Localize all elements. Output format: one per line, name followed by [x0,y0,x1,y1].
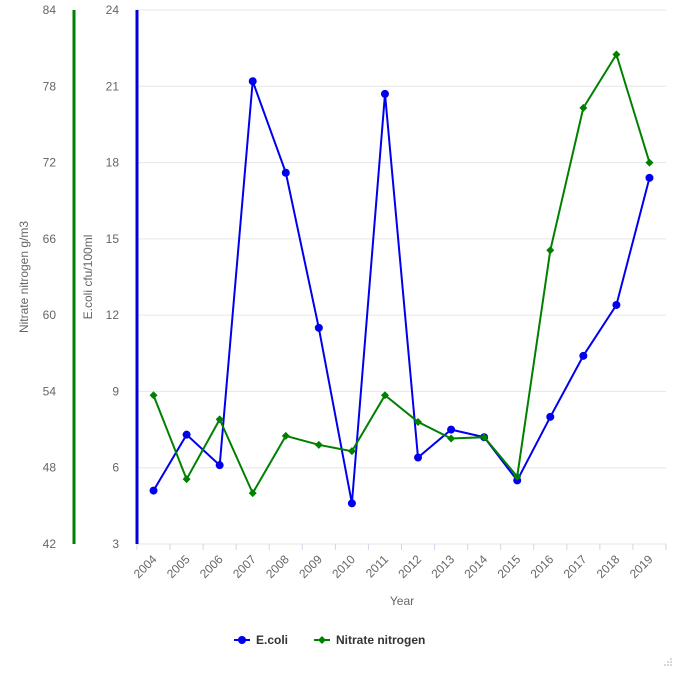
x-tick-label: 2019 [627,552,656,581]
nitrate-tick-label: 42 [43,537,57,551]
ecoli-tick-label: 9 [112,384,119,398]
legend: E.coli Nitrate nitrogen [234,633,425,647]
e-coli-point[interactable] [447,425,456,434]
nitrate-nitrogen-point[interactable] [612,50,621,59]
nitrate-nitrogen-point[interactable] [380,391,389,400]
ecoli-tick-label: 12 [106,308,120,322]
x-tick-label: 2014 [461,552,490,581]
resize-handle-icon[interactable] [664,658,672,666]
ecoli-tick-label: 3 [112,537,119,551]
nitrate-tick-label: 84 [43,3,57,17]
ecoli-tick-label: 24 [106,3,120,17]
e-coli-point[interactable] [149,486,158,495]
legend-nitrate-label: Nitrate nitrogen [336,633,425,647]
nitrate-nitrogen-point[interactable] [513,472,522,481]
legend-nitrate-marker [318,636,326,644]
nitrate-nitrogen-point[interactable] [281,431,290,440]
nitrate-tick-label: 78 [43,79,57,93]
x-tick-label: 2009 [296,552,325,581]
x-tick-label: 2017 [561,552,590,581]
x-axis-ticks: 2004 2005 2006 2007 2008 2009 2010 2011 2012 2013… [131,544,667,581]
ecoli-axis-ticks: 3 6 9 12 15 18 21 24 [106,3,120,551]
nitrate-nitrogen-point[interactable] [248,489,257,498]
nitrate-nitrogen-point[interactable] [645,158,654,167]
e-coli-point[interactable] [314,323,323,332]
x-tick-label: 2018 [594,552,623,581]
e-coli-point[interactable] [645,173,654,182]
nitrate-nitrogen-point[interactable] [579,103,588,112]
e-coli-point[interactable] [215,461,224,470]
ecoli-axis-title: E.coli cfu/100ml [81,235,95,320]
legend-ecoli-marker [238,636,246,644]
legend-item-nitrate[interactable]: Nitrate nitrogen [314,633,425,647]
nitrate-nitrogen-point[interactable] [347,447,356,456]
e-coli-point[interactable] [347,499,356,508]
ecoli-tick-label: 18 [106,156,120,170]
x-axis-title: Year [390,594,414,608]
e-coli-point[interactable] [414,453,423,462]
x-tick-label: 2004 [131,552,160,581]
x-tick-label: 2008 [263,552,292,581]
nitrate-nitrogen-series-line [152,52,651,496]
e-coli-point[interactable] [612,300,621,309]
e-coli-point[interactable] [248,77,257,86]
nitrate-tick-label: 72 [43,156,57,170]
nitrate-nitrogen-point[interactable] [182,475,191,484]
e-coli-series-line [152,80,651,504]
nitrate-tick-label: 66 [43,232,57,246]
x-tick-label: 2010 [329,552,358,581]
x-tick-label: 2012 [395,552,424,581]
nitrate-axis-title: Nitrate nitrogen g/m3 [17,221,31,333]
x-tick-label: 2011 [363,552,391,580]
nitrate-tick-label: 54 [43,384,57,398]
nitrate-tick-label: 60 [43,308,57,322]
x-tick-label: 2005 [164,552,193,581]
x-tick-label: 2006 [197,552,226,581]
nitrate-nitrogen-point[interactable] [414,417,423,426]
x-tick-label: 2007 [230,552,259,581]
nitrate-nitrogen-point[interactable] [480,433,489,442]
nitrate-nitrogen-point[interactable] [447,434,456,443]
nitrate-nitrogen-point[interactable] [546,246,555,255]
legend-item-ecoli[interactable]: E.coli [234,633,288,647]
e-coli-point[interactable] [546,412,555,421]
e-coli-point[interactable] [281,168,290,177]
nitrate-nitrogen-point[interactable] [314,440,323,449]
ecoli-tick-label: 15 [106,232,120,246]
ecoli-tick-label: 6 [112,461,119,475]
nitrate-tick-label: 48 [43,461,57,475]
x-tick-label: 2016 [528,552,557,581]
e-coli-point[interactable] [182,430,191,439]
e-coli-point[interactable] [579,351,588,360]
nitrate-nitrogen-point[interactable] [215,415,224,424]
x-tick-label: 2013 [428,552,457,581]
series-group [149,50,654,508]
e-coli-point[interactable] [380,89,389,98]
legend-ecoli-label: E.coli [256,633,288,647]
nitrate-nitrogen-point[interactable] [149,391,158,400]
ecoli-tick-label: 21 [106,79,120,93]
x-tick-label: 2015 [495,552,524,581]
nitrate-axis-ticks: 42 48 54 60 66 72 78 84 [43,3,57,551]
